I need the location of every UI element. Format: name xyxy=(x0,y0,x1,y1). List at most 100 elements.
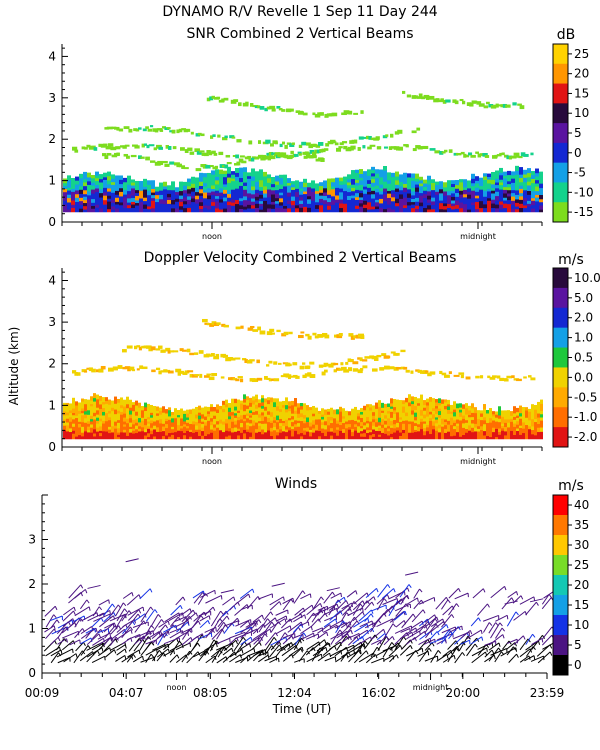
doppler-cell xyxy=(357,419,360,423)
wind-barb xyxy=(275,646,284,657)
doppler-cell xyxy=(441,432,444,438)
doppler-cell xyxy=(378,436,381,440)
snr-cell xyxy=(91,175,95,179)
doppler-cell xyxy=(324,420,327,426)
doppler-cell xyxy=(264,431,267,437)
wind-barb xyxy=(145,609,156,622)
snr-cell xyxy=(503,207,507,213)
snr-layer-cell xyxy=(235,154,240,159)
snr-layer-cell xyxy=(144,143,148,146)
wind-barb xyxy=(430,650,439,663)
snr-cell xyxy=(135,199,139,204)
doppler-cell xyxy=(210,410,213,415)
snr-cell xyxy=(219,173,223,178)
snr-cell xyxy=(415,178,419,182)
doppler-cell xyxy=(459,422,462,426)
snr-cell xyxy=(91,182,95,186)
doppler-cell xyxy=(168,429,171,434)
snr-cell xyxy=(251,207,255,213)
snr-cell xyxy=(511,208,515,213)
doppler-cell xyxy=(84,430,87,436)
wind-barb-flag xyxy=(253,648,256,653)
wind-barb xyxy=(239,647,255,657)
snr-cell xyxy=(491,202,495,209)
wind-barb xyxy=(359,640,366,650)
doppler-cell xyxy=(318,435,321,440)
doppler-cell xyxy=(183,423,186,427)
snr-layer-cell xyxy=(106,152,112,156)
wind-barb-flag xyxy=(271,645,275,650)
doppler-cell xyxy=(495,417,498,422)
doppler-cell xyxy=(156,426,159,432)
doppler-cell xyxy=(477,434,480,440)
doppler-cell xyxy=(93,415,96,420)
doppler-cell xyxy=(198,435,201,440)
doppler-cell xyxy=(513,412,516,417)
doppler-cell xyxy=(246,428,249,432)
doppler-cell xyxy=(483,414,486,418)
snr-layer-cell xyxy=(130,154,137,158)
snr-cell xyxy=(195,177,199,183)
doppler-cell xyxy=(93,428,96,434)
doppler-cell xyxy=(255,422,258,426)
doppler-cell xyxy=(525,433,528,437)
doppler-cell xyxy=(312,413,315,417)
doppler-layer-cell xyxy=(444,374,450,378)
snr-layer-cell xyxy=(258,154,264,158)
doppler-layer-cell xyxy=(487,375,491,379)
doppler-layer-cell xyxy=(420,370,424,374)
snr-cell xyxy=(99,204,103,209)
snr-cell xyxy=(531,182,535,188)
doppler-cell xyxy=(90,396,93,401)
doppler-cell xyxy=(531,408,534,413)
doppler-cell xyxy=(390,398,393,404)
doppler-cell xyxy=(201,421,204,425)
doppler-cell xyxy=(510,426,513,431)
doppler-cell xyxy=(231,418,234,422)
doppler-cell xyxy=(432,425,435,430)
snr-cell xyxy=(255,171,259,177)
doppler-cell xyxy=(123,416,126,422)
doppler-cell xyxy=(63,425,66,431)
doppler-cell xyxy=(429,424,432,428)
snr-cell xyxy=(207,192,211,196)
snr-cell xyxy=(147,198,151,204)
wind-barb xyxy=(169,627,181,634)
doppler-cell xyxy=(417,430,420,434)
wind-barb xyxy=(115,602,124,617)
snr-cell xyxy=(235,188,239,193)
wind-barb xyxy=(246,628,258,635)
snr-cell xyxy=(163,207,167,213)
doppler-cell xyxy=(288,407,291,412)
doppler-cell xyxy=(516,407,519,413)
snr-cell xyxy=(71,180,75,186)
doppler-cell xyxy=(342,408,345,413)
snr-cell xyxy=(343,187,347,192)
snr-cell xyxy=(435,201,439,206)
wind-barb-flag xyxy=(363,643,366,648)
snr-cell xyxy=(227,176,231,181)
wind-barb xyxy=(116,648,126,656)
snr-cell xyxy=(415,186,419,192)
doppler-layer-cell xyxy=(132,369,136,372)
doppler-cell xyxy=(279,411,282,415)
snr-cell xyxy=(123,177,127,183)
doppler-cell xyxy=(222,420,225,425)
snr-cell xyxy=(371,201,375,207)
wind-barb-flag xyxy=(54,606,58,611)
snr-layer-cell xyxy=(147,128,153,132)
doppler-cell xyxy=(390,405,393,409)
snr-cell xyxy=(119,204,123,209)
snr-cell xyxy=(451,180,455,185)
wind-barb xyxy=(395,620,405,628)
wind-barb xyxy=(413,599,422,610)
doppler-cell xyxy=(306,407,309,411)
doppler-cell xyxy=(426,401,429,406)
snr-cell xyxy=(107,195,111,199)
wind-barb xyxy=(140,606,152,623)
snr-cell xyxy=(511,192,515,197)
doppler-cell xyxy=(399,429,402,433)
wind-barb-flag xyxy=(115,638,118,643)
doppler-cell xyxy=(396,429,399,434)
doppler-cell xyxy=(141,420,144,425)
